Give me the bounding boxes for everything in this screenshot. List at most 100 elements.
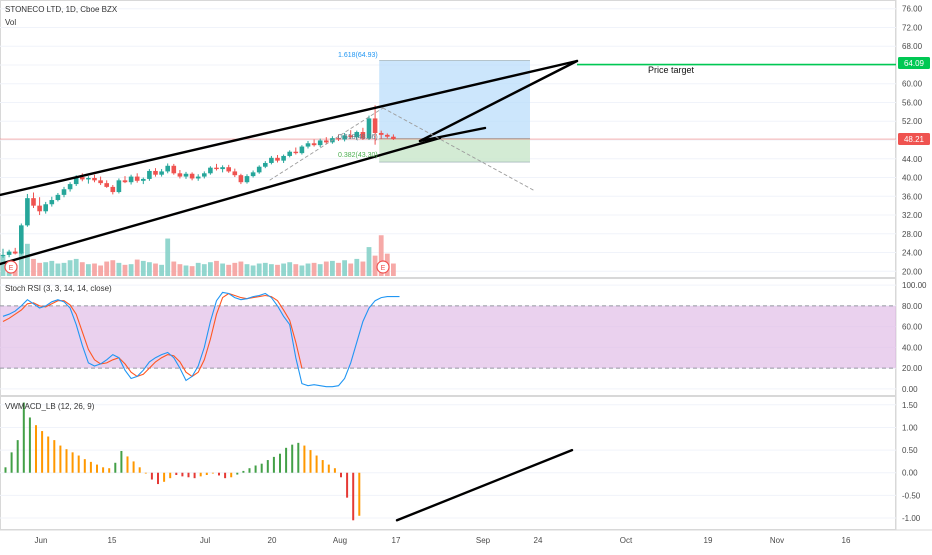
volume-bar — [86, 264, 91, 276]
breakout-line — [418, 59, 579, 143]
vwmacd-pane — [4, 402, 574, 522]
price-tick-label: 24.00 — [902, 249, 923, 258]
candle-body — [348, 135, 353, 138]
candle-body — [37, 205, 42, 212]
macd-tick-label: 1.00 — [902, 423, 918, 432]
candle-body — [250, 172, 256, 177]
candle-body — [354, 132, 360, 138]
volume-bar — [165, 238, 171, 276]
rsi-tick-label: 60.00 — [902, 323, 923, 332]
fib-dashed-line — [269, 107, 384, 181]
candle-body — [317, 140, 323, 146]
last-price-badge: 48.21 — [898, 133, 930, 145]
volume-bar — [61, 262, 67, 276]
rsi-tick-label: 80.00 — [902, 302, 923, 311]
volume-bar — [116, 262, 122, 276]
candle-body — [287, 151, 292, 156]
candle-body — [378, 132, 384, 135]
volume-bar — [287, 262, 293, 276]
target-badge: 64.09 — [898, 57, 930, 69]
volume-bar — [317, 264, 323, 276]
macd-bar — [205, 472, 208, 476]
price-tick-label: 68.00 — [902, 42, 923, 51]
candle-body — [293, 151, 299, 154]
macd-bar — [279, 453, 281, 473]
candle-body — [385, 134, 390, 137]
volume-bar — [360, 261, 366, 276]
volume-bar — [330, 260, 335, 276]
rsi-k-line — [2, 291, 400, 388]
volume-bar — [49, 260, 55, 276]
volume-bar — [110, 260, 116, 276]
earnings-marker-1[interactable]: E — [4, 260, 18, 274]
macd-bar — [157, 472, 159, 485]
price-tick-label: 76.00 — [902, 5, 923, 14]
macd-bar — [346, 472, 349, 498]
fib-0382-label: 0.382(43.30) — [338, 152, 378, 159]
macd-tick-label: -1.00 — [902, 514, 921, 523]
volume-bar — [232, 262, 238, 276]
macd-bar — [22, 402, 25, 473]
candle-body — [232, 171, 238, 176]
macd-bar — [163, 472, 166, 482]
macd-tick-label: 1.50 — [902, 401, 918, 410]
trendline-drawings[interactable] — [0, 59, 896, 266]
candle-body — [281, 155, 286, 161]
macd-bar — [193, 472, 196, 479]
volume-bar — [366, 247, 372, 276]
time-tick-label: Sep — [476, 536, 491, 545]
macd-bar — [224, 472, 227, 479]
pane-frames — [0, 0, 932, 531]
volume-bar — [269, 264, 274, 276]
candle-body — [311, 143, 317, 146]
macd-bar — [96, 464, 98, 473]
macd-bar — [41, 431, 44, 473]
macd-bar — [242, 470, 245, 473]
macd-bar — [132, 461, 135, 473]
candle-body — [31, 198, 36, 206]
stoch-rsi-title: Stoch RSI (3, 3, 14, 14, close) — [5, 284, 112, 293]
candle-body — [67, 184, 73, 190]
volume-bar — [25, 243, 30, 276]
price-tick-label: 72.00 — [902, 23, 923, 32]
candle-body — [366, 118, 372, 139]
earnings-marker-2[interactable]: E — [376, 260, 390, 274]
macd-bar — [327, 464, 330, 473]
macd-bar — [102, 467, 105, 473]
macd-bar — [47, 436, 50, 473]
price-tick-label: 40.00 — [902, 174, 923, 183]
candle-body — [92, 177, 97, 181]
candle-body — [61, 189, 67, 195]
macd-bar — [4, 467, 7, 473]
candle-body — [43, 204, 48, 212]
fib-zones[interactable] — [0, 60, 896, 163]
volume-bars — [0, 235, 396, 276]
macd-bar — [272, 456, 275, 473]
macd-bar — [114, 462, 117, 473]
candle-body — [147, 170, 152, 179]
volume-bar — [128, 264, 134, 276]
price-tick-label: 44.00 — [902, 155, 923, 164]
macd-bar — [144, 472, 147, 474]
earnings-marker-1-label: E — [9, 265, 14, 272]
last-price-label: 48.21 — [904, 135, 925, 144]
candle-body — [324, 140, 329, 143]
price-tick-label: 56.00 — [902, 98, 923, 107]
volume-bar — [220, 263, 225, 276]
candle-body — [171, 165, 177, 174]
candle-body — [19, 225, 24, 254]
candle-body — [134, 176, 140, 181]
macd-bar — [285, 447, 288, 473]
volume-bar — [159, 264, 164, 276]
volume-bar — [275, 264, 280, 276]
macd-bar — [77, 455, 80, 473]
candle-body — [73, 177, 79, 185]
candle-body — [98, 180, 103, 184]
candle-body — [214, 167, 219, 170]
candle-body — [116, 180, 122, 193]
stoch-rsi-pane — [2, 291, 400, 388]
macd-bar — [291, 444, 294, 473]
time-tick-label: Oct — [620, 536, 633, 545]
macd-bar — [297, 442, 300, 473]
